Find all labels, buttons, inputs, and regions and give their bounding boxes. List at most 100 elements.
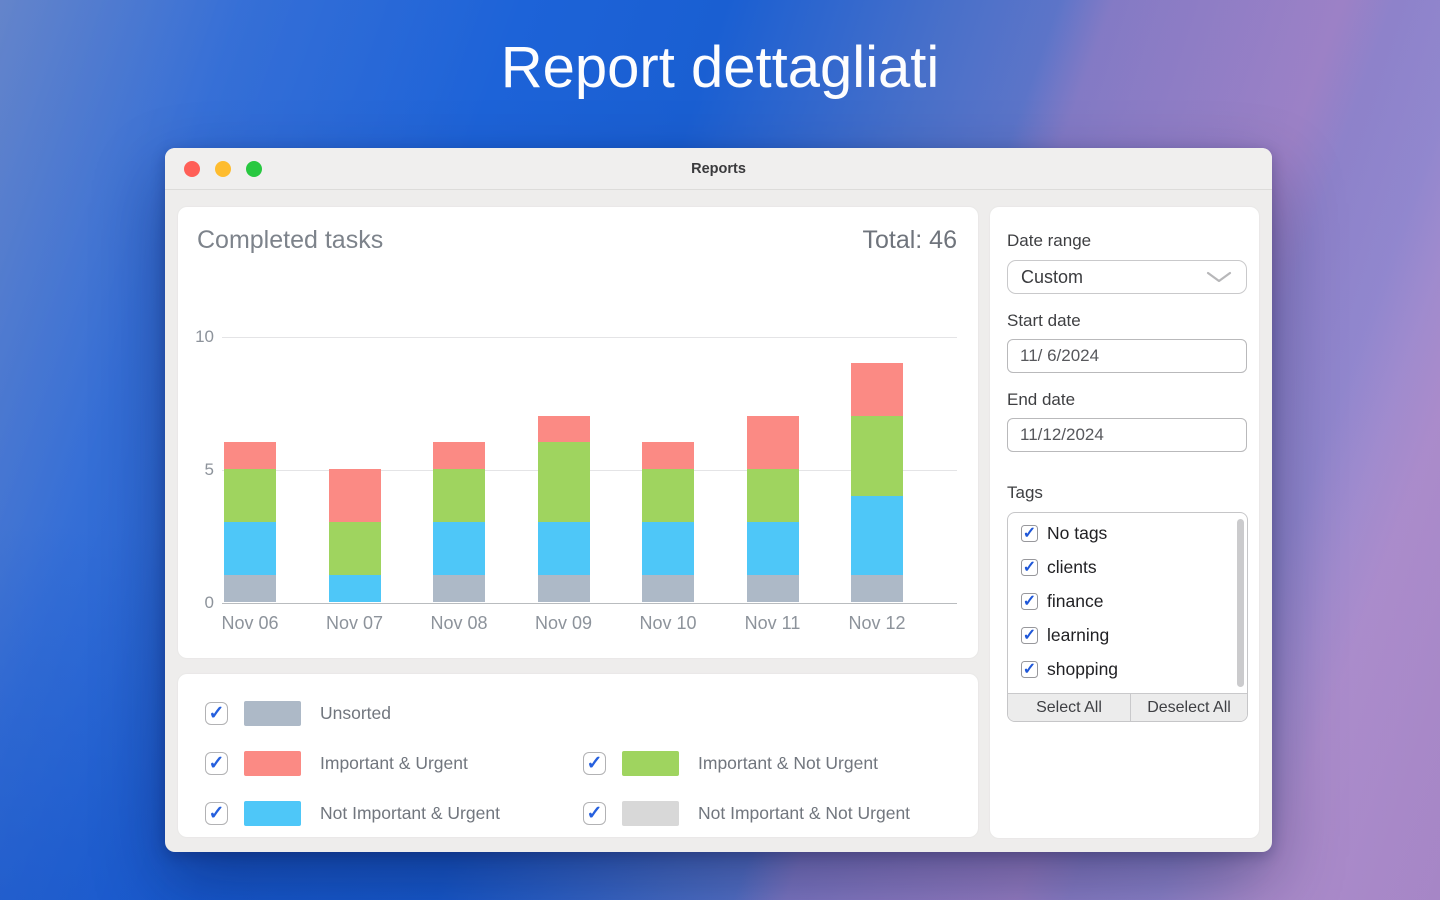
window-titlebar[interactable]: Reports <box>165 148 1272 190</box>
bar-group-nov-12 <box>851 362 903 602</box>
legend-swatch-not-important-urgent <box>244 800 301 826</box>
tag-checkbox-clients[interactable]: ✓ <box>1021 558 1038 576</box>
legend-checkbox-important-not-urgent[interactable]: ✓ <box>583 751 606 775</box>
bar-segment-not-important-urgent <box>851 495 903 576</box>
x-axis-tick-nov-06: Nov 06 <box>221 613 279 633</box>
legend-label-not-important-not-urgent: Not Important & Not Urgent <box>698 802 911 823</box>
legend-checkbox-important-urgent[interactable]: ✓ <box>205 751 228 775</box>
tag-checkbox-learning[interactable]: ✓ <box>1021 626 1038 644</box>
tags-buttons-bar: Select All Deselect All <box>1008 693 1247 721</box>
tag-label-learning: learning <box>1047 624 1110 645</box>
bar-segment-important-urgent <box>224 442 276 470</box>
tag-label-clients: clients <box>1047 556 1097 577</box>
bar-segment-unsorted <box>746 575 799 602</box>
tag-row-clients[interactable]: ✓ clients <box>1008 550 1247 584</box>
x-axis-tick-nov-10: Nov 10 <box>639 613 697 633</box>
legend-card: ✓ Unsorted ✓ Important & Urgent ✓ Important &… <box>178 674 978 837</box>
x-axis-tick-nov-11: Nov 11 <box>744 613 801 633</box>
bar-group-nov-08 <box>433 442 485 602</box>
bar-group-nov-10 <box>642 442 694 602</box>
reports-window: Reports Completed tasks Total: 46 0 5 10 No… <box>165 148 1272 852</box>
gridline-5 <box>222 470 957 471</box>
tag-checkbox-finance[interactable]: ✓ <box>1021 592 1038 610</box>
bar-segment-unsorted <box>433 575 485 602</box>
close-button[interactable] <box>184 161 200 177</box>
date-range-value: Custom <box>1021 266 1084 287</box>
tag-label-finance: finance <box>1047 590 1104 611</box>
tag-row-shopping[interactable]: ✓ shopping <box>1008 652 1247 686</box>
x-axis-tick-nov-12: Nov 12 <box>848 613 906 633</box>
legend-label-important-not-urgent: Important & Not Urgent <box>698 752 878 773</box>
legend-checkbox-not-important-urgent[interactable]: ✓ <box>205 801 228 825</box>
legend-swatch-important-urgent <box>244 750 301 776</box>
legend-checkbox-not-important-not-urgent[interactable]: ✓ <box>583 801 606 825</box>
bar-segment-important-urgent <box>328 469 381 523</box>
bar-segment-important-not-urgent <box>433 469 485 523</box>
window-title: Reports <box>691 160 746 177</box>
gridline-10 <box>222 337 957 338</box>
tag-row-learning[interactable]: ✓ learning <box>1008 618 1247 652</box>
legend-label-important-urgent: Important & Urgent <box>320 752 468 773</box>
tag-label-no-tags: No tags <box>1047 522 1108 543</box>
bar-segment-important-urgent <box>537 415 590 443</box>
legend-row: ✓ Not Important & Urgent ✓ Not Important & … <box>205 788 978 838</box>
deselect-all-button[interactable]: Deselect All <box>1147 698 1231 716</box>
select-all-button[interactable]: Select All <box>1008 694 1131 721</box>
y-axis-tick-0: 0 <box>204 593 214 612</box>
x-axis-tick-nov-08: Nov 08 <box>430 613 488 633</box>
legend-row: ✓ Important & Urgent ✓ Important & Not Urge… <box>205 738 978 788</box>
chart-header: Completed tasks Total: 46 <box>178 207 978 255</box>
start-date-label: Start date <box>1007 311 1081 330</box>
tag-checkbox-no-tags[interactable]: ✓ <box>1021 524 1038 542</box>
gridline-0 <box>222 603 957 604</box>
bar-group-nov-06 <box>224 442 276 602</box>
y-axis-tick-5: 5 <box>204 460 214 479</box>
bar-segment-unsorted <box>224 575 276 602</box>
bar-segment-not-important-urgent <box>433 522 485 576</box>
legend-checkbox-unsorted[interactable]: ✓ <box>205 701 228 725</box>
bar-segment-not-important-urgent <box>328 575 381 602</box>
legend-item-not-important-not-urgent: ✓ Not Important & Not Urgent <box>583 800 978 826</box>
x-axis-tick-nov-07: Nov 07 <box>325 613 384 633</box>
tag-row-no-tags[interactable]: ✓ No tags <box>1008 516 1247 550</box>
legend-item-important-not-urgent: ✓ Important & Not Urgent <box>583 750 978 776</box>
legend-item-important-urgent: ✓ Important & Urgent <box>205 750 583 776</box>
end-date-input[interactable] <box>1007 418 1247 452</box>
filters-sidebar: Date range Custom Start date End date Ta… <box>990 207 1259 838</box>
zoom-button[interactable] <box>246 161 262 177</box>
bar-segment-important-not-urgent <box>537 442 590 523</box>
legend-swatch-unsorted <box>244 700 301 726</box>
bar-segment-important-not-urgent <box>328 522 381 576</box>
tags-label: Tags <box>1007 483 1043 502</box>
chart-plot: 0 5 10 Nov 06 Nov 07 Nov 08 Nov 09 Nov 10 Nov 11… <box>195 327 957 633</box>
x-axis-tick-nov-09: Nov 09 <box>534 613 593 633</box>
legend-swatch-not-important-not-urgent <box>622 800 679 826</box>
bar-segment-important-urgent <box>746 415 799 470</box>
legend-item-not-important-urgent: ✓ Not Important & Urgent <box>205 800 583 826</box>
bar-segment-important-not-urgent <box>746 469 799 523</box>
bar-segment-important-not-urgent <box>642 469 694 523</box>
date-range-select[interactable]: Custom <box>1007 260 1247 294</box>
bar-group-nov-09 <box>537 415 590 602</box>
minimize-button[interactable] <box>215 161 231 177</box>
tag-row-finance[interactable]: ✓ finance <box>1008 584 1247 618</box>
chart-total: Total: 46 <box>862 226 957 254</box>
bar-segment-unsorted <box>537 575 590 602</box>
tag-label-shopping: shopping <box>1047 658 1119 679</box>
legend-label-unsorted: Unsorted <box>320 702 392 723</box>
bar-segment-not-important-urgent <box>642 522 694 576</box>
bar-segment-important-not-urgent <box>224 469 276 523</box>
start-date-input[interactable] <box>1007 339 1247 373</box>
traffic-lights <box>184 161 262 177</box>
tags-list: ✓ No tags ✓ clients ✓ finance ✓ learning ✓ shoppi… <box>1008 513 1247 695</box>
bar-segment-unsorted <box>642 575 694 602</box>
chevron-down-icon <box>1206 271 1232 283</box>
page-title: Report dettagliati <box>500 35 940 100</box>
bar-segment-not-important-urgent <box>537 522 590 576</box>
legend-swatch-important-not-urgent <box>622 750 679 776</box>
bar-segment-important-urgent <box>642 442 694 470</box>
tags-scrollbar[interactable] <box>1237 519 1244 687</box>
bar-segment-important-urgent <box>851 362 903 416</box>
tag-checkbox-shopping[interactable]: ✓ <box>1021 660 1038 678</box>
bar-segment-important-not-urgent <box>851 415 903 496</box>
